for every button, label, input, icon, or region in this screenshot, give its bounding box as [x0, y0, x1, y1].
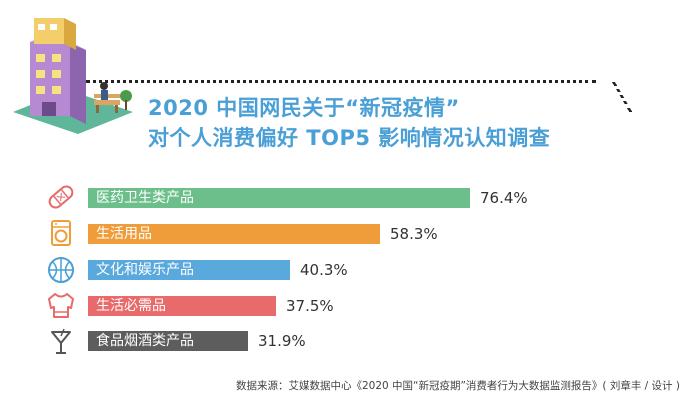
dotted-frame-side: [592, 82, 633, 112]
bar-label-5: 食品烟酒类产品: [96, 333, 194, 349]
bar-4: [88, 296, 276, 316]
cocktail-glass-icon: [51, 328, 71, 354]
bar-value-3: 40.3%: [300, 261, 348, 279]
bandage-icon: [48, 185, 74, 209]
bar-5: [88, 331, 248, 351]
dotted-frame-top: [86, 80, 596, 83]
washing-machine-icon: [51, 220, 71, 246]
building-illustration: [13, 18, 133, 134]
bar-value-5: 31.9%: [258, 332, 306, 350]
bar-value-1: 76.4%: [480, 189, 528, 207]
bar-value-2: 58.3%: [390, 225, 438, 243]
basketball-icon: [48, 257, 74, 283]
chart-title-line2: 对个人消费偏好 TOP5 影响情况认知调查: [148, 126, 551, 150]
sweater-icon: [48, 293, 74, 318]
bar-label-4: 生活必需品: [96, 298, 166, 314]
bar-2: [88, 224, 380, 244]
chart-title-line1: 2020 中国网民关于“新冠疫情”: [148, 96, 460, 120]
bar-label-1: 医药卫生类产品: [96, 190, 194, 206]
bar-value-4: 37.5%: [286, 297, 334, 315]
bar-label-2: 生活用品: [96, 226, 152, 242]
bar-1: [88, 188, 470, 208]
bar-3: [88, 260, 290, 280]
bar-label-3: 文化和娱乐产品: [96, 262, 194, 278]
source-note: 数据来源：艾媒数据中心《2020 中国“新冠疫期”消费者行为大数据监测报告》( …: [235, 380, 680, 392]
